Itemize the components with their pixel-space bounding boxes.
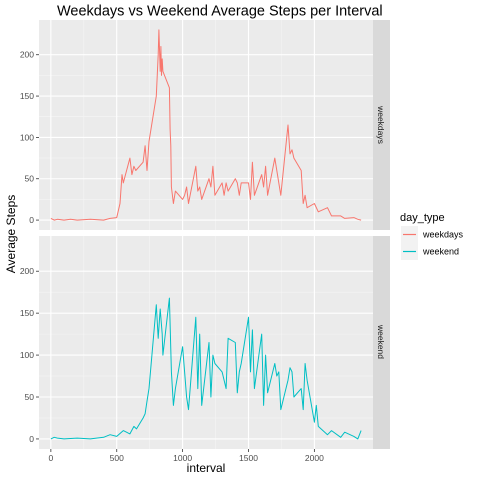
y-tick-label: 50 <box>25 392 35 402</box>
x-tick-label: 2000 <box>305 453 324 463</box>
panel-background <box>39 236 373 449</box>
y-tick-label: 100 <box>20 350 34 360</box>
y-tick-label: 100 <box>20 132 34 142</box>
panel-background <box>39 20 373 230</box>
x-tick-label: 500 <box>110 453 124 463</box>
facet-strip <box>373 20 390 230</box>
facet-strip-label: weekdays <box>376 105 386 144</box>
y-tick-label: 0 <box>29 215 34 225</box>
y-tick-label: 50 <box>25 174 35 184</box>
y-tick-label: 0 <box>29 434 34 444</box>
panel-weekend: weekend <box>39 236 390 449</box>
x-axis-title: interval <box>187 461 226 475</box>
y-axis-title: Average Steps <box>4 195 18 274</box>
legend-title: day_type <box>400 212 445 224</box>
y-tick-label: 150 <box>20 308 34 318</box>
facet-strip-label: weekend <box>376 324 386 359</box>
x-tick-label: 1500 <box>239 453 258 463</box>
y-tick-label: 200 <box>20 50 34 60</box>
legend-label-weekdays: weekdays <box>422 230 464 240</box>
chart-title: Weekdays vs Weekend Average Steps per In… <box>57 4 383 20</box>
y-tick-label: 200 <box>20 266 34 276</box>
panel-weekdays: weekdays <box>39 20 390 230</box>
series-line-weekend <box>50 297 362 440</box>
x-tick-label: 1000 <box>173 453 192 463</box>
x-tick-label: 0 <box>48 453 53 463</box>
legend-label-weekend: weekend <box>422 247 459 257</box>
series-line-weekdays <box>50 29 362 221</box>
legend: day_type weekdays weekend <box>400 212 464 260</box>
facet-strip <box>373 236 390 449</box>
y-tick-label: 150 <box>20 91 34 101</box>
